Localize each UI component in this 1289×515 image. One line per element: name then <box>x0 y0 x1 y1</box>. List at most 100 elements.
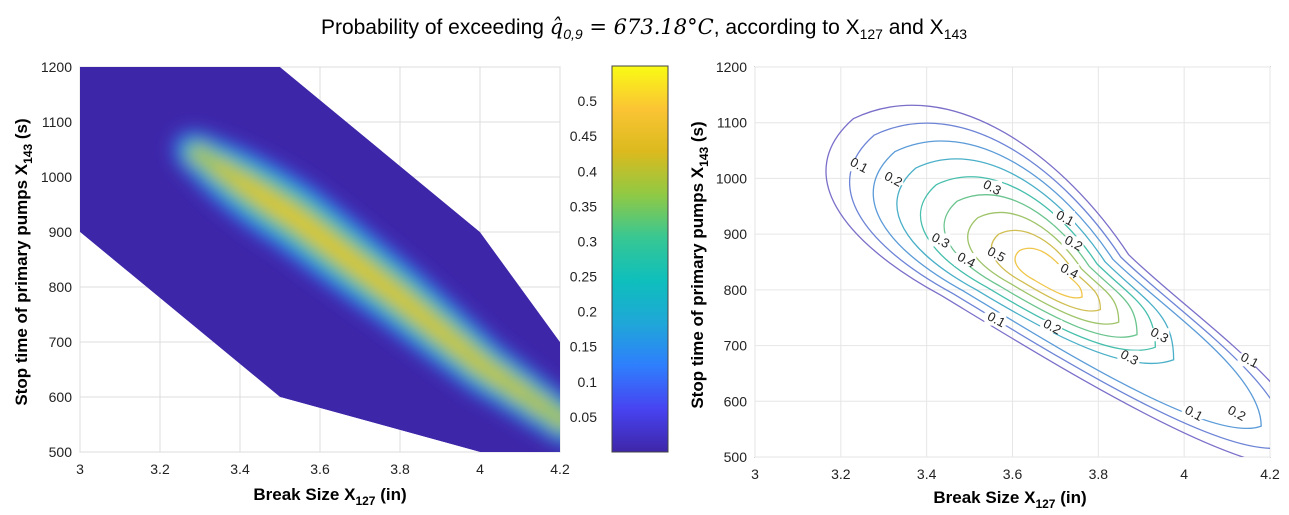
heatmap-level-patch <box>534 400 545 410</box>
x-tick-label: 3.4 <box>917 466 937 482</box>
contour-label-bg <box>1224 406 1247 420</box>
heatmap-level-patch <box>298 219 309 229</box>
heatmap-level-patch <box>237 178 246 186</box>
contour-line <box>990 229 1102 312</box>
contour-label: 0.4 <box>1058 260 1081 282</box>
contour-label-bg <box>928 233 951 247</box>
y-tick-label: 600 <box>49 389 73 405</box>
heatmap-panel: 3 3.2 3.4 3.6 3.8 4 4.2 500 600 700 800 900 1000 1100… <box>12 59 570 508</box>
contour-lines <box>825 104 1270 457</box>
heatmap-level-patch <box>277 205 289 214</box>
y-tick-label: 1000 <box>716 170 747 186</box>
contour-panel: 0.10.2 0.30.10.20.30.4 0.50.40.1 0.2 0.30.3 0… <box>688 59 1280 511</box>
contour-label: 0.2 <box>1041 316 1064 338</box>
contour-label-bg <box>1117 350 1140 364</box>
heatmap-surface <box>80 67 560 452</box>
contour-line <box>825 104 1270 457</box>
colorbar-tick-label: 0.3 <box>578 233 598 249</box>
heatmap-level-patch <box>516 388 523 394</box>
contour-label-bg <box>1057 264 1080 278</box>
x-tick-label: 3.6 <box>310 461 330 477</box>
contour-label: 0.2 <box>1225 402 1248 424</box>
heatmap-level-patch <box>555 414 560 424</box>
contour-label: 0.3 <box>1148 324 1171 346</box>
x-tick-label: 4.2 <box>550 461 570 477</box>
contour-label: 0.3 <box>1118 346 1141 368</box>
heatmap-level-patch <box>397 295 407 304</box>
y-tick-label: 500 <box>49 444 73 460</box>
y-tick-label: 700 <box>49 334 73 350</box>
contour-label-bg <box>954 253 977 266</box>
heatmap-level-patch <box>455 343 463 351</box>
y-tick-label: 500 <box>724 449 748 465</box>
x-tick-label: 3 <box>76 461 84 477</box>
heatmap-y-axis-label: Stop time of primary pumps X143 (s) <box>12 118 35 405</box>
contour-grid <box>754 66 1271 458</box>
contour-label-bg <box>1040 319 1063 333</box>
contour-label: 0.2 <box>1062 232 1085 254</box>
contour-x-axis-label: Break Size X127 (in) <box>933 488 1086 511</box>
heatmap-blobs <box>171 129 560 448</box>
contour-label-bg <box>984 247 1007 261</box>
contour-label-bg <box>881 172 904 186</box>
x-tick-label: 4 <box>1180 466 1188 482</box>
y-tick-label: 1100 <box>42 114 72 130</box>
heatmap-level-patch <box>256 192 268 200</box>
x-tick-label: 3.6 <box>1003 466 1023 482</box>
figure-title: Probability of exceeding q̂0,9 = 673.18°… <box>321 15 967 42</box>
colorbar: 0.05 0.1 0.15 0.2 0.25 0.3 0.35 0.4 0.45 0.5 <box>570 65 669 453</box>
y-tick-label: 1000 <box>41 169 72 185</box>
contour-y-axis-label: Stop time of primary pumps X143 (s) <box>688 121 711 408</box>
contour-label-bg <box>1147 328 1170 342</box>
x-tick-label: 3.2 <box>831 466 851 482</box>
contour-label: 0.1 <box>1238 349 1261 371</box>
x-tick-label: 3.8 <box>1089 466 1109 482</box>
heatmap-level-patch <box>495 374 502 380</box>
y-tick-label: 600 <box>724 393 748 409</box>
colorbar-tick-label: 0.4 <box>578 163 598 179</box>
heatmap-level-patch <box>436 327 444 335</box>
y-tick-label: 900 <box>724 226 748 242</box>
contour-line <box>967 211 1120 325</box>
x-tick-label: 3 <box>751 466 759 482</box>
contour-line <box>848 122 1270 449</box>
contour-line <box>1014 247 1083 299</box>
y-tick-label: 1200 <box>41 59 72 75</box>
colorbar-gradient <box>611 65 669 453</box>
contour-label: 0.3 <box>929 229 952 251</box>
contour-label: 0.3 <box>981 176 1004 198</box>
colorbar-tick-label: 0.45 <box>570 128 597 144</box>
y-tick-label: 1100 <box>717 115 747 131</box>
contour-label-bg <box>984 312 1007 326</box>
contour-label: 0.1 <box>1054 207 1077 229</box>
contour-label-bg <box>847 158 869 172</box>
colorbar-ticks: 0.05 0.1 0.15 0.2 0.25 0.3 0.35 0.4 0.45 0.5 <box>570 93 597 425</box>
heatmap-level-patch <box>217 166 224 172</box>
heatmap-level-patch <box>337 249 348 259</box>
x-tick-label: 3.2 <box>150 461 170 477</box>
x-tick-label: 3.8 <box>390 461 410 477</box>
contour-label: 0.2 <box>882 168 905 190</box>
y-tick-label: 900 <box>49 224 73 240</box>
x-tick-label: 4 <box>476 461 484 477</box>
contour-label-bg <box>1237 353 1260 367</box>
y-tick-label: 1200 <box>716 59 747 75</box>
contour-label-bg <box>1181 406 1204 420</box>
y-tick-label: 800 <box>724 282 748 298</box>
colorbar-tick-label: 0.25 <box>570 269 597 285</box>
x-tick-label: 3.4 <box>230 461 250 477</box>
contour-label: 0.1 <box>1182 402 1205 424</box>
heatmap-level-patch <box>195 151 205 159</box>
heatmap-x-axis-label: Break Size X127 (in) <box>253 485 406 508</box>
contour-label-bg <box>1053 211 1075 225</box>
contour-line <box>872 140 1262 429</box>
contour-label-bg <box>1061 236 1084 250</box>
colorbar-tick-label: 0.35 <box>570 198 597 214</box>
colorbar-tick-label: 0.1 <box>578 374 598 390</box>
contour-label: 0.5 <box>985 243 1008 265</box>
heatmap-level-patch <box>416 311 426 319</box>
colorbar-tick-label: 0.5 <box>578 93 598 109</box>
colorbar-tick-label: 0.05 <box>570 409 597 425</box>
heatmap-ticks: 3 3.2 3.4 3.6 3.8 4 4.2 500 600 700 800 900 1000 1100… <box>41 59 570 477</box>
